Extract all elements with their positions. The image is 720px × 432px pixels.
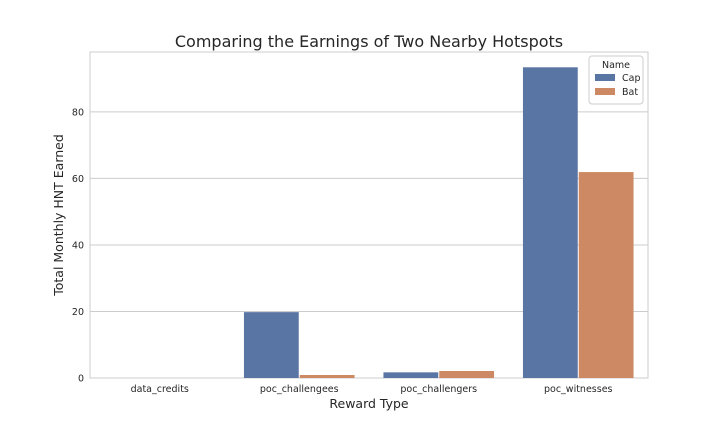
legend-title: Name [602,60,630,71]
legend-swatch-cap [595,74,615,81]
legend-label-bat: Bat [622,87,638,98]
x-tick-label: poc_challengees [260,384,339,395]
chart-title: Comparing the Earnings of Two Nearby Hot… [175,32,563,51]
x-tick-label: data_credits [131,384,189,395]
bar-bat-poc_challengers [439,371,495,378]
x-tick-label: poc_challengers [400,384,477,395]
y-tick-label: 40 [72,240,84,251]
bar-cap-poc_challengees [243,312,299,378]
bar-cap-poc_witnesses [522,67,578,379]
y-tick-label: 60 [72,174,84,185]
x-axis-label: Reward Type [329,396,409,411]
x-tick-label: poc_witnesses [544,384,613,395]
legend: Name Cap Bat [588,55,644,105]
y-tick-label: 20 [72,307,84,318]
bar-bat-poc_witnesses [578,172,634,378]
x-tick-labels: data_credits poc_challengees poc_challenge… [131,384,613,395]
y-tick-label: 80 [72,107,84,118]
bars [243,67,634,379]
y-axis-label: Total Monthly HNT Earned [51,134,66,297]
bar-bat-poc_challengees [299,375,355,378]
legend-swatch-bat [595,88,615,95]
y-tick-label: 0 [78,374,84,385]
bar-cap-poc_challengers [383,372,439,378]
y-tick-labels: 0 20 40 60 80 [72,107,84,384]
legend-label-cap: Cap [622,73,641,84]
